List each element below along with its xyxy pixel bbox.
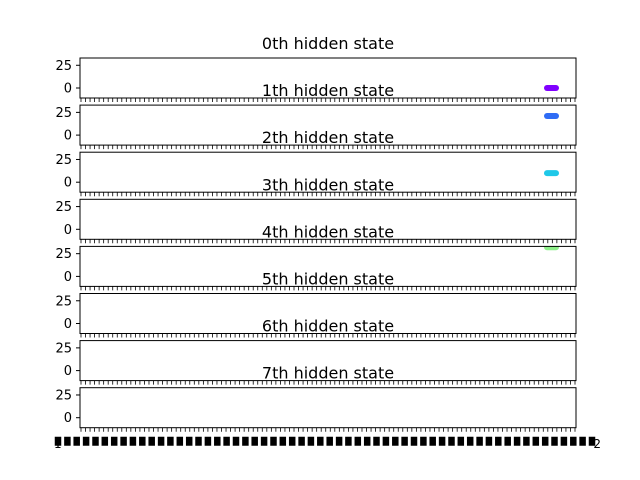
x-tick-label-left: 1: [54, 437, 62, 451]
subplot-title: 3th hidden state: [262, 175, 394, 194]
x-tick-marks: [80, 239, 576, 244]
y-tick-label: 25: [55, 106, 72, 121]
subplot-4: 25 0 4th hidden state: [55, 222, 577, 291]
subplot-7: 25 0 7th hidden state: [55, 364, 577, 432]
x-axis-tick-labels: 1 2: [54, 436, 601, 451]
x-tick-marks: [80, 98, 576, 102]
subplot-title: 7th hidden state: [262, 364, 394, 383]
y-tick-label: 0: [64, 270, 72, 285]
x-tick-label-right: 2: [593, 437, 601, 451]
y-tick-label: 25: [55, 200, 72, 215]
y-tick-label: 25: [55, 153, 72, 168]
subplot-2: 25 0 2th hidden state: [55, 128, 577, 197]
axes-frame: [79, 245, 577, 287]
subplot-6: 25 0 6th hidden state: [55, 317, 577, 385]
subplot-title: 0th hidden state: [262, 34, 394, 53]
x-tick-label-clutter: [54, 436, 596, 446]
x-tick-marks: [80, 333, 576, 338]
y-tick-label: 0: [64, 129, 72, 144]
subplot-3: 25 0 3th hidden state: [55, 175, 577, 244]
subplot-title: 6th hidden state: [262, 317, 394, 336]
axes-frame: [79, 57, 577, 99]
y-tick-label: 25: [55, 247, 72, 262]
y-tick-label: 0: [64, 317, 72, 332]
subplot-0: 25 0 0th hidden state: [55, 34, 577, 102]
x-tick-marks: [80, 145, 576, 150]
y-tick-label: 25: [55, 388, 72, 403]
y-tick-label: 0: [64, 82, 72, 97]
axes-frame: [79, 293, 577, 334]
axes-frame: [79, 104, 577, 146]
y-tick-label: 0: [64, 223, 72, 238]
y-tick-label: 0: [64, 411, 72, 426]
axes-frame: [79, 198, 577, 240]
x-tick-marks: [80, 427, 576, 432]
subplot-title: 1th hidden state: [262, 81, 394, 100]
subplot-5: 25 0 5th hidden state: [55, 270, 577, 338]
y-tick-label: 0: [64, 176, 72, 191]
x-tick-marks: [80, 192, 576, 197]
axes-frame: [79, 340, 577, 382]
x-tick-marks: [80, 286, 576, 291]
y-tick-label: 0: [64, 364, 72, 379]
y-tick-label: 25: [55, 59, 72, 74]
subplot-1: 25 0 1th hidden state: [55, 81, 577, 150]
subplot-title: 2th hidden state: [262, 128, 394, 147]
subplot-title: 5th hidden state: [262, 270, 394, 289]
y-tick-label: 25: [55, 341, 72, 356]
axes-frame: [79, 387, 577, 429]
x-tick-marks: [80, 380, 576, 385]
axes-frame: [79, 151, 577, 193]
subplot-title: 4th hidden state: [262, 222, 394, 241]
y-tick-label: 25: [55, 294, 72, 309]
